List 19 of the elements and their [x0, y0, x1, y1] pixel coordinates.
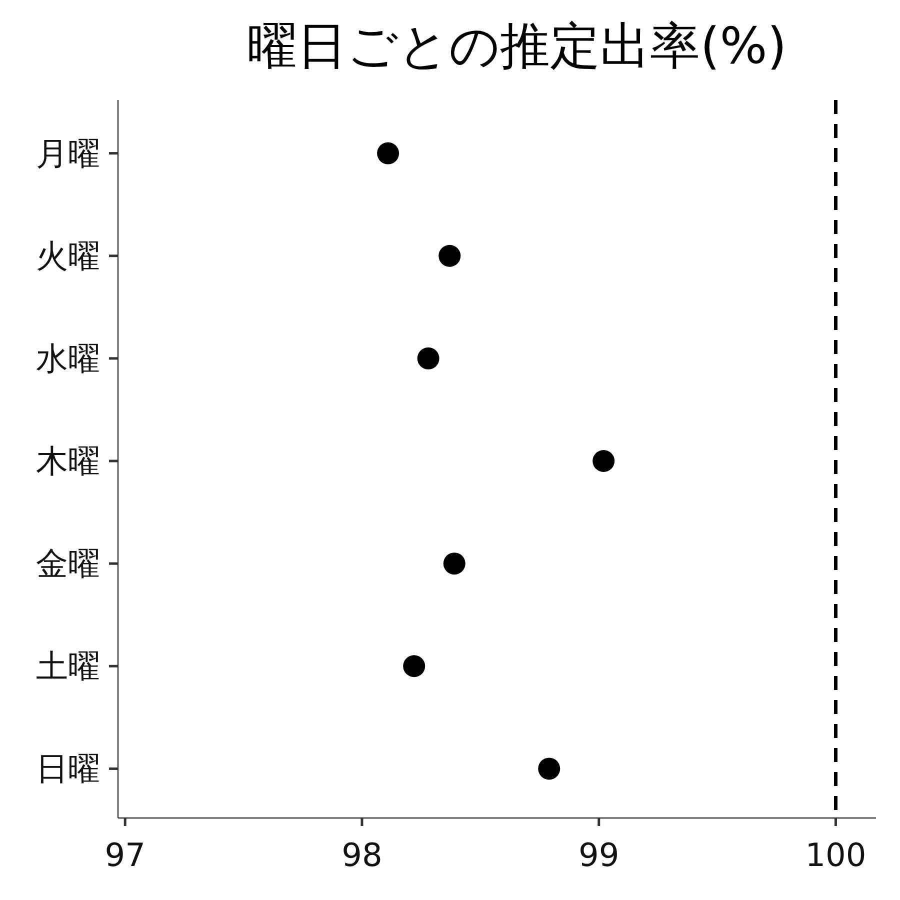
x-tick-label: 98 — [342, 836, 382, 874]
y-tick-label: 金曜 — [36, 544, 100, 583]
point — [403, 655, 426, 678]
point — [438, 244, 461, 267]
point — [538, 758, 560, 780]
point — [443, 552, 466, 575]
y-tick-label: 火曜 — [36, 236, 100, 275]
y-tick-label: 土曜 — [36, 647, 100, 686]
point — [377, 142, 400, 164]
chart-title: 曜日ごとの推定出率(%) — [247, 17, 787, 75]
y-tick-label: 木曜 — [36, 442, 100, 480]
x-tick-label: 99 — [578, 836, 620, 874]
point — [592, 450, 615, 472]
point — [417, 347, 440, 370]
x-tick-label: 97 — [104, 836, 146, 874]
y-tick-label: 日曜 — [36, 750, 100, 788]
y-tick-label: 月曜 — [36, 134, 100, 172]
y-tick-label: 水曜 — [36, 339, 100, 378]
x-tick-label: 100 — [805, 836, 866, 874]
